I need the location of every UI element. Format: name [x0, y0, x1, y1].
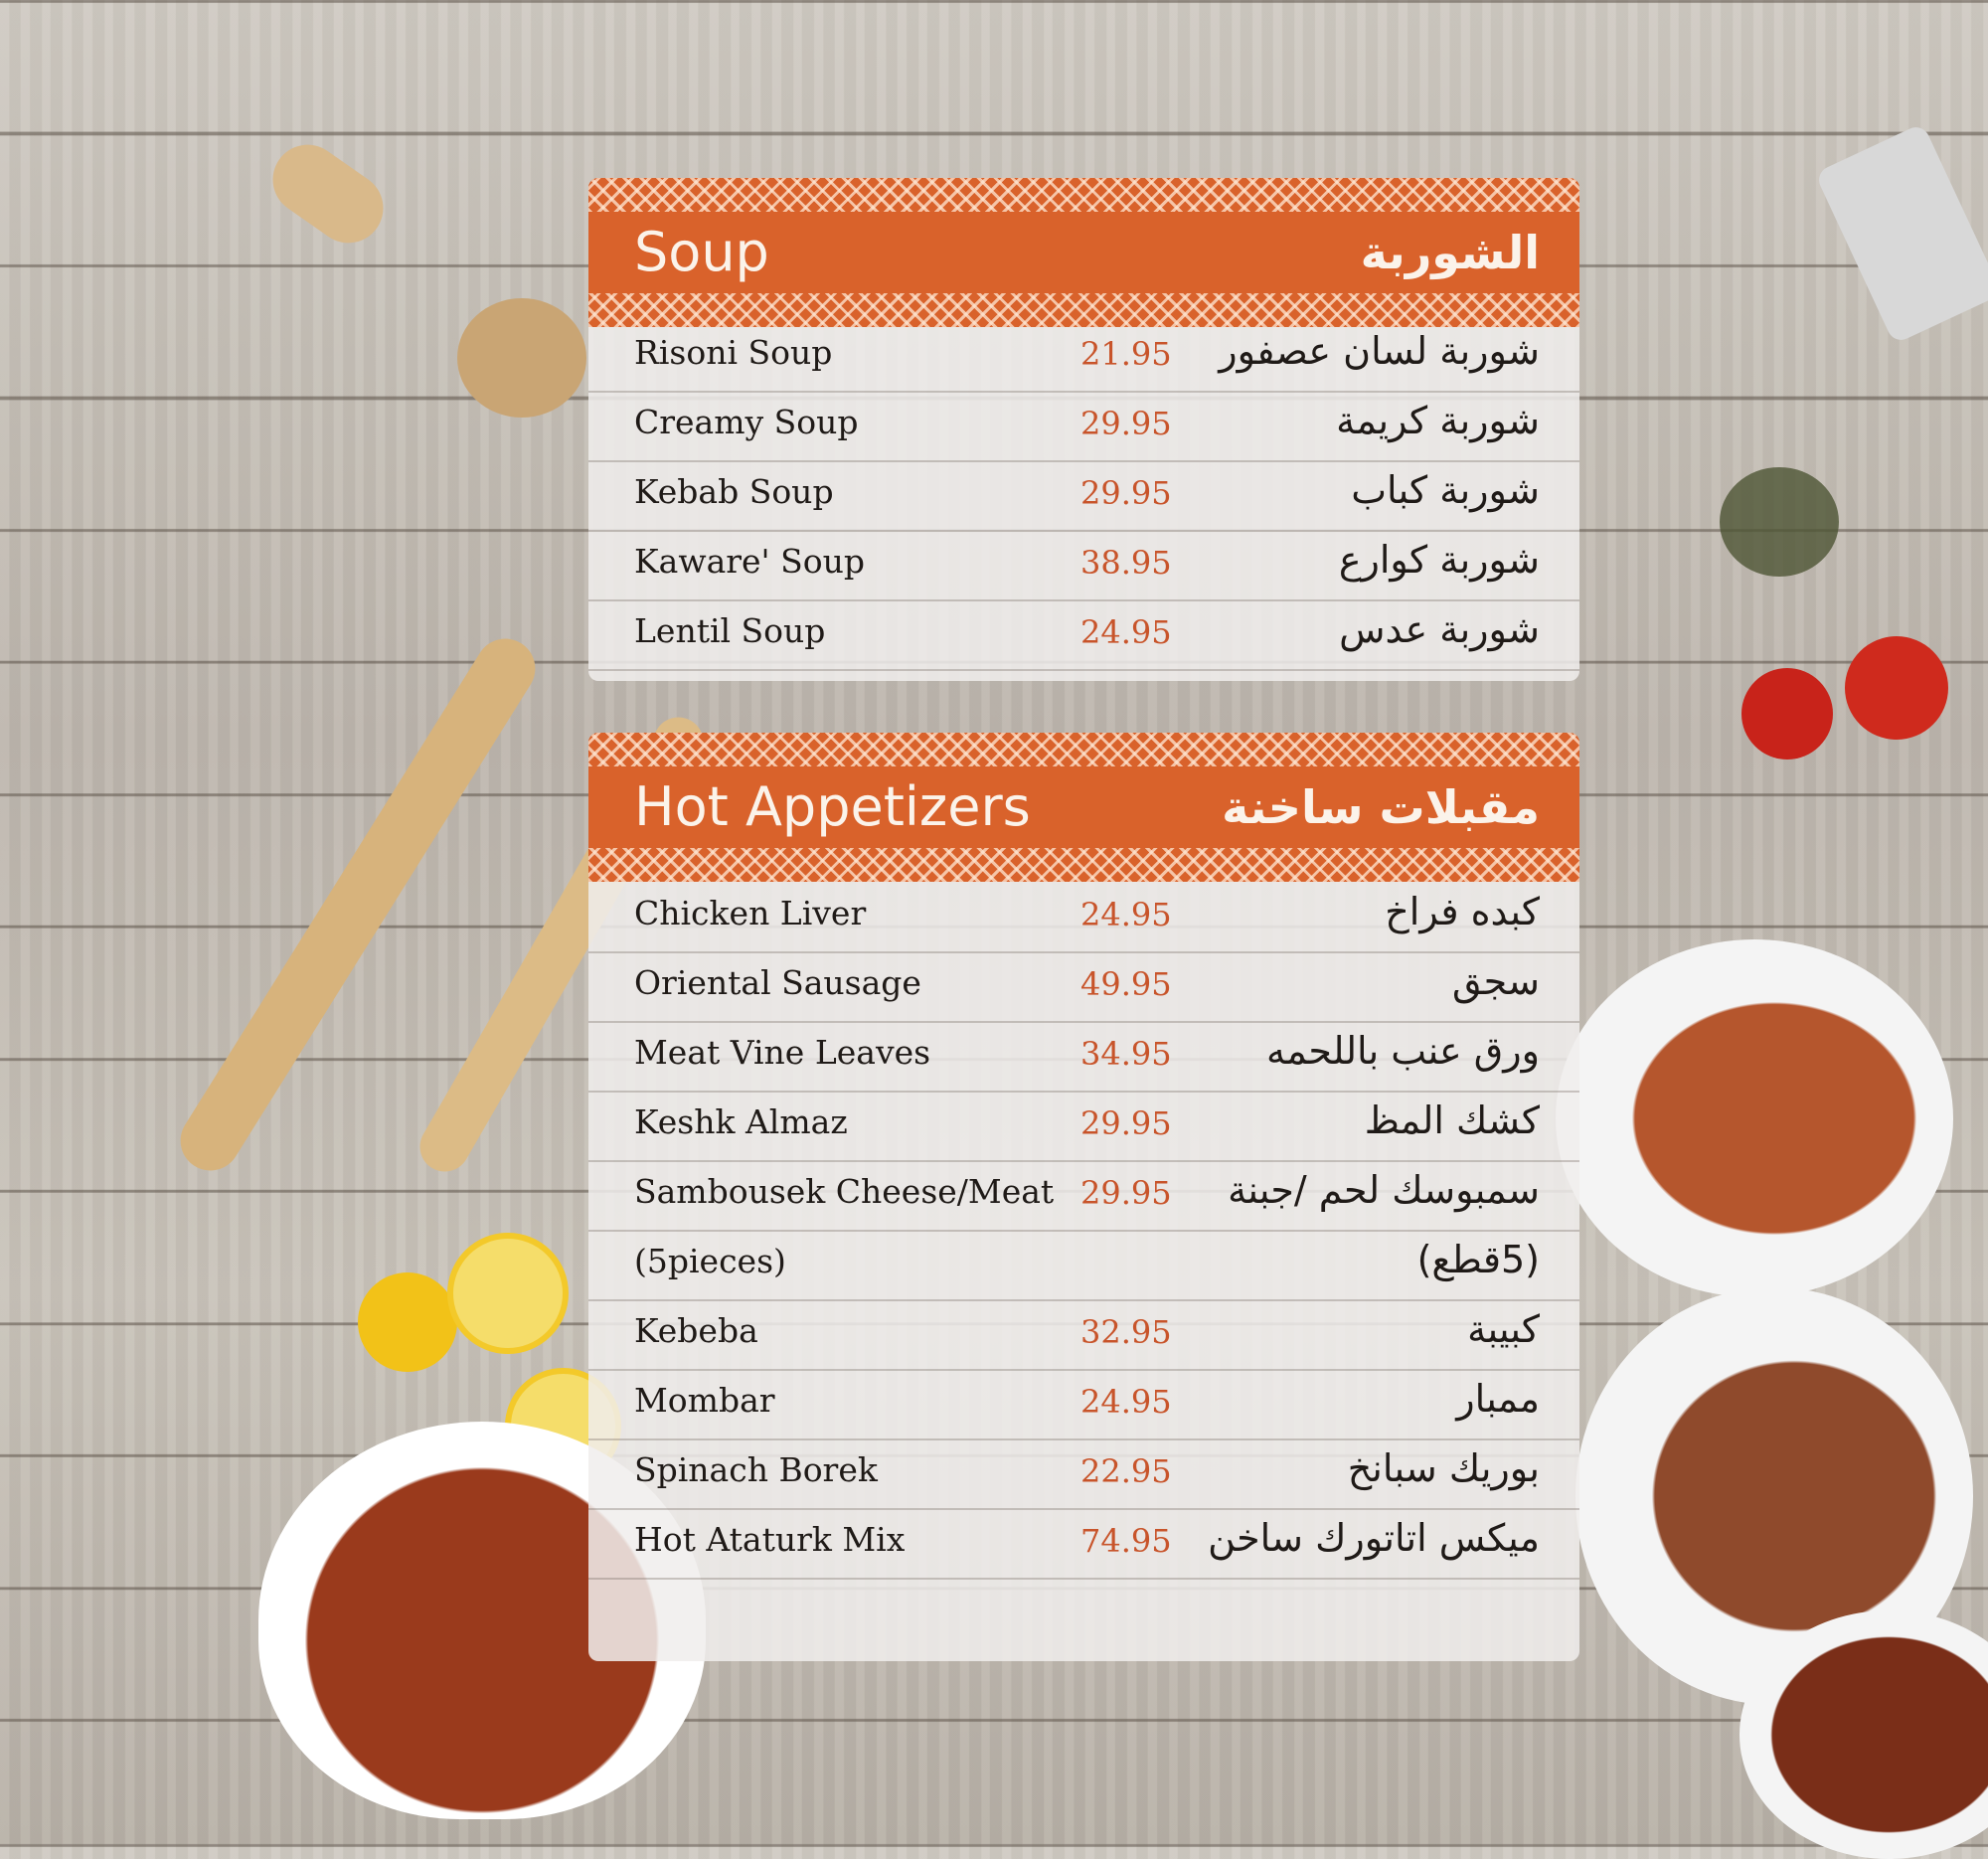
tomato-icon: [1845, 636, 1948, 740]
item-name-arabic: ممبار: [1456, 1377, 1540, 1421]
item-name: Chicken Liver: [634, 894, 867, 932]
item-price: 34.95: [1080, 1035, 1172, 1073]
section-title-arabic: مقبلات ساخنة: [1222, 780, 1540, 834]
item-price: 74.95: [1080, 1522, 1172, 1560]
item-name: Kaware' Soup: [634, 542, 865, 581]
item-name-arabic: كبده فراخ: [1385, 890, 1540, 933]
item-name-arabic: سمبوسك لحم /جبنة: [1228, 1168, 1540, 1212]
menu-item: Mombar 24.95 ممبار: [588, 1369, 1579, 1440]
item-price: 24.95: [1080, 613, 1172, 651]
section-title: Hot Appetizers: [634, 775, 1031, 838]
item-price: 29.95: [1080, 1174, 1172, 1212]
wooden-scoop-icon: [258, 130, 398, 257]
spice-scoop-icon: [457, 298, 586, 418]
item-price: 29.95: [1080, 474, 1172, 512]
menu-item: Creamy Soup 29.95 شوربة كريمة: [588, 391, 1579, 462]
ornament-band: [588, 733, 1579, 766]
stew-plate-icon: [1740, 1610, 1988, 1859]
kebeba-plate-icon: [1556, 939, 1953, 1297]
section-title: Soup: [634, 221, 769, 283]
menu-item: Sambousek Cheese/Meat 29.95 سمبوسك لحم /جب…: [588, 1160, 1579, 1232]
item-name: Lentil Soup: [634, 611, 826, 650]
menu-item: Kebeba 32.95 كبيبة: [588, 1299, 1579, 1371]
menu-item: Hot Ataturk Mix 74.95 ميكس اتاتورك ساخن: [588, 1508, 1579, 1580]
item-price: 22.95: [1080, 1452, 1172, 1490]
item-name: Risoni Soup: [634, 333, 833, 372]
salt-shaker-icon: [1814, 122, 1988, 345]
menu-item: Kaware' Soup 38.95 شوربة كوارع: [588, 530, 1579, 601]
item-name-arabic: سجق: [1451, 959, 1540, 1003]
soup-section: Soup الشوربة Risoni Soup 21.95 شوربة لسان …: [588, 178, 1579, 681]
item-price: 49.95: [1080, 965, 1172, 1003]
item-price: 24.95: [1080, 896, 1172, 933]
herbs-icon: [1720, 467, 1839, 577]
menu-item: Lentil Soup 24.95 شوربة عدس: [588, 599, 1579, 671]
item-name: Sambousek Cheese/Meat: [634, 1172, 1055, 1211]
hot-appetizers-section: Hot Appetizers مقبلات ساخنة Chicken Live…: [588, 733, 1579, 1661]
menu-item: Spinach Borek 22.95 بوريك سبانخ: [588, 1438, 1579, 1510]
item-name: Kebab Soup: [634, 472, 834, 511]
lemon-slice-icon: [447, 1233, 569, 1354]
item-name-arabic: بوريك سبانخ: [1347, 1446, 1540, 1490]
lemon-icon: [358, 1272, 457, 1372]
item-name: Kebeba: [634, 1311, 758, 1350]
menu-item: Kebab Soup 29.95 شوربة كباب: [588, 460, 1579, 532]
ornament-band: [588, 293, 1579, 327]
item-price: 38.95: [1080, 544, 1172, 582]
item-name-arabic: شوربة لسان عصفور: [1219, 329, 1540, 373]
item-name: Oriental Sausage: [634, 963, 921, 1002]
menu-item: Meat Vine Leaves 34.95 ورق عنب باللحمه: [588, 1021, 1579, 1093]
item-price: 21.95: [1080, 335, 1172, 373]
menu-item: Risoni Soup 21.95 شوربة لسان عصفور: [588, 321, 1579, 393]
item-name-arabic: (5قطع): [1416, 1238, 1540, 1281]
item-name-arabic: شوربة كباب: [1351, 468, 1540, 512]
item-name-arabic: ورق عنب باللحمه: [1266, 1029, 1540, 1073]
item-name: Creamy Soup: [634, 403, 859, 441]
item-name: (5pieces): [634, 1242, 786, 1280]
item-price: 32.95: [1080, 1313, 1172, 1351]
section-header: Soup الشوربة: [588, 178, 1579, 327]
item-name: Spinach Borek: [634, 1450, 878, 1489]
item-name: Keshk Almaz: [634, 1102, 848, 1141]
item-name-arabic: شوربة كريمة: [1336, 399, 1540, 442]
item-name-arabic: كبيبة: [1467, 1307, 1540, 1351]
ornament-band: [588, 848, 1579, 882]
menu-item: Chicken Liver 24.95 كبده فراخ: [588, 882, 1579, 953]
item-name: Meat Vine Leaves: [634, 1033, 931, 1072]
item-name: Hot Ataturk Mix: [634, 1520, 906, 1559]
menu-item: Keshk Almaz 29.95 كشك المظ: [588, 1091, 1579, 1162]
section-header: Hot Appetizers مقبلات ساخنة: [588, 733, 1579, 882]
tomato-icon: [1741, 668, 1833, 760]
item-name-arabic: ميكس اتاتورك ساخن: [1208, 1516, 1540, 1560]
item-price: 24.95: [1080, 1383, 1172, 1421]
ornament-band: [588, 178, 1579, 212]
item-name-arabic: كشك المظ: [1364, 1098, 1540, 1142]
menu-item: Oriental Sausage 49.95 سجق: [588, 951, 1579, 1023]
item-price: 29.95: [1080, 405, 1172, 442]
item-price: 29.95: [1080, 1104, 1172, 1142]
item-name-arabic: شوربة عدس: [1339, 607, 1540, 651]
item-name-arabic: شوربة كوارع: [1338, 538, 1540, 582]
menu-item: (5pieces) (5قطع): [588, 1230, 1579, 1301]
item-name: Mombar: [634, 1381, 775, 1420]
section-title-arabic: الشوربة: [1360, 226, 1540, 279]
